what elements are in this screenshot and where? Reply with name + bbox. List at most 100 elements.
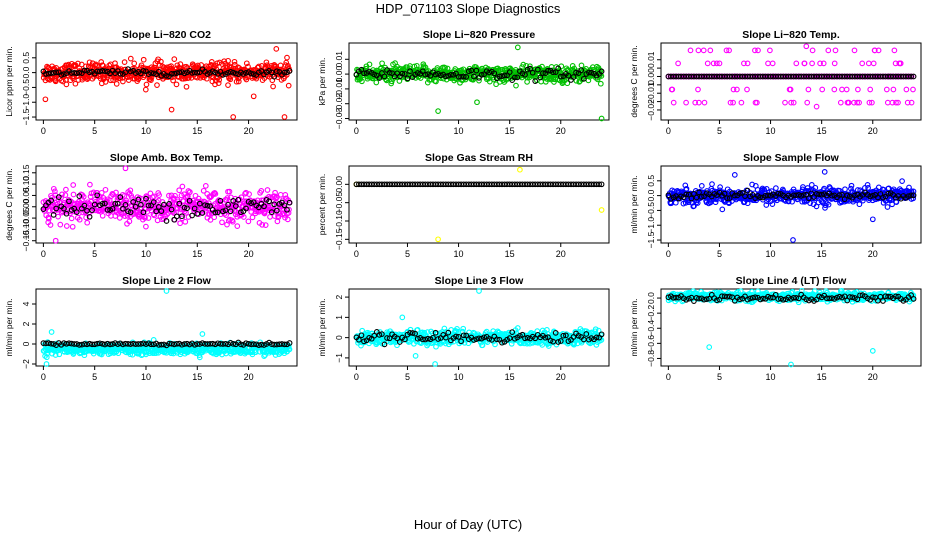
black-point — [908, 192, 914, 199]
data-point — [412, 353, 419, 359]
page-title: HDP_071103 Slope Diagnostics — [375, 1, 561, 16]
data-point — [899, 178, 905, 184]
black-point — [414, 335, 421, 342]
data-point — [869, 216, 876, 223]
black-point — [227, 208, 234, 215]
black-point — [394, 335, 401, 342]
data-point — [243, 189, 249, 196]
data-point — [199, 207, 205, 213]
black-point — [132, 203, 139, 210]
black-point — [665, 192, 672, 199]
black-point — [94, 68, 101, 75]
data-point — [285, 62, 291, 69]
black-point — [412, 330, 418, 337]
black-point — [140, 68, 147, 74]
data-point — [208, 59, 215, 65]
black-point — [450, 181, 457, 188]
black-point — [204, 71, 211, 77]
y-tick-label: 0.00 — [334, 176, 344, 193]
data-point — [63, 223, 70, 229]
data-point — [895, 99, 901, 106]
data-point — [55, 213, 61, 220]
black-point — [230, 198, 237, 204]
black-point — [852, 192, 858, 199]
black-point — [573, 69, 579, 76]
black-point — [104, 207, 111, 213]
black-point — [240, 71, 247, 77]
data-point — [69, 223, 76, 230]
data-point — [598, 207, 605, 213]
plot-frame — [35, 165, 298, 244]
y-tick-label: −0.6 — [646, 335, 656, 352]
black-point — [442, 334, 449, 341]
data-point — [885, 185, 892, 192]
black-point — [358, 332, 365, 339]
black-point — [48, 340, 54, 347]
data-point — [545, 343, 552, 349]
y-tick-label: −2 — [21, 359, 31, 369]
x-tick-label: 20 — [244, 126, 254, 136]
data-point — [514, 44, 521, 51]
data-point — [804, 99, 811, 106]
data-point — [675, 60, 681, 67]
data-point — [225, 57, 231, 64]
data-point — [539, 342, 546, 348]
data-point — [261, 210, 268, 217]
black-point — [836, 192, 843, 198]
black-point — [176, 340, 183, 347]
black-point — [460, 332, 467, 339]
data-point — [517, 166, 523, 173]
black-point — [143, 195, 149, 202]
black-point — [232, 70, 239, 77]
data-point — [243, 60, 250, 67]
plot-frame — [660, 42, 922, 121]
data-point — [249, 214, 256, 221]
data-point — [704, 60, 711, 67]
y-tick-label: −1.5 — [21, 108, 31, 125]
data-point — [832, 47, 839, 54]
black-point — [570, 74, 577, 80]
data-point — [127, 187, 134, 194]
black-point — [473, 336, 480, 342]
data-point — [842, 186, 848, 193]
data-point — [131, 60, 138, 67]
black-point — [91, 201, 98, 208]
black-point — [179, 341, 185, 348]
black-point — [806, 195, 812, 202]
chart-title: Slope Gas Stream RH — [425, 152, 533, 164]
data-point — [46, 215, 52, 222]
data-point — [156, 192, 162, 198]
x-tick-label: 0 — [41, 249, 46, 259]
black-point — [176, 200, 183, 207]
black-point — [376, 332, 383, 338]
black-point — [50, 212, 57, 218]
black-point — [248, 70, 254, 77]
black-point — [212, 209, 219, 216]
data-point — [710, 60, 717, 67]
black-point — [117, 194, 124, 200]
black-point — [532, 335, 539, 342]
black-point — [762, 73, 769, 80]
data-point — [242, 190, 248, 197]
black-point — [194, 341, 201, 347]
data-point — [373, 79, 380, 86]
black-point — [361, 338, 367, 345]
black-point — [519, 331, 526, 338]
black-point — [688, 195, 695, 202]
y-tick-label: −0.4 — [646, 320, 656, 337]
data-point — [672, 199, 679, 206]
black-point — [386, 69, 393, 76]
data-point — [790, 99, 797, 106]
black-point — [381, 341, 388, 348]
x-tick-label: 15 — [192, 126, 202, 136]
black-point — [271, 341, 278, 348]
black-point — [765, 192, 771, 199]
data-point — [359, 78, 365, 85]
data-point — [824, 289, 830, 296]
data-point — [435, 108, 441, 114]
black-point — [442, 73, 449, 80]
black-point — [50, 69, 57, 76]
x-tick-label: 5 — [92, 249, 97, 259]
